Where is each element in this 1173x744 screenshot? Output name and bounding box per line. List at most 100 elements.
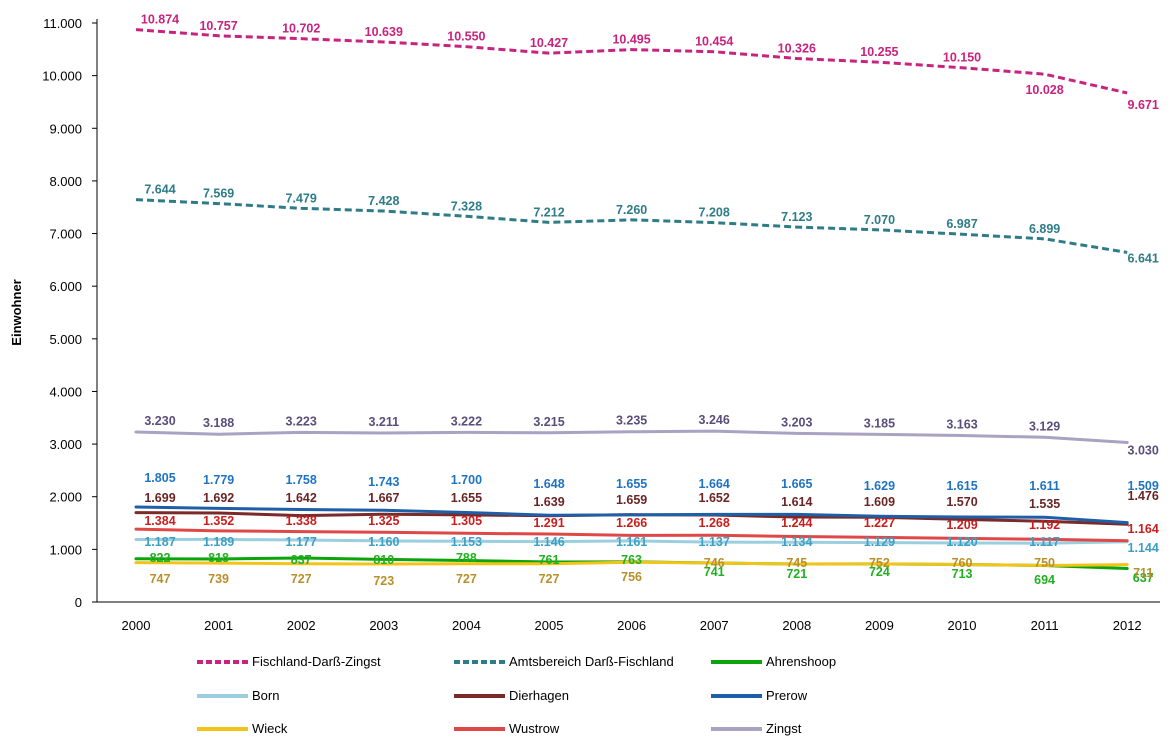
data-label: 822 [150, 551, 171, 565]
data-label: 1.244 [781, 516, 812, 530]
data-label: 3.246 [699, 413, 730, 427]
data-label: 3.163 [946, 418, 977, 432]
data-label: 1.209 [946, 518, 977, 532]
data-label: 727 [539, 572, 560, 586]
data-label: 7.428 [368, 194, 399, 208]
data-label: 1.177 [286, 535, 317, 549]
data-label: 3.223 [286, 414, 317, 428]
data-label: 788 [456, 551, 477, 565]
data-label: 10.639 [365, 25, 403, 39]
legend-item: Amtsbereich Darß-Fischland [454, 654, 674, 669]
legend-item: Zingst [711, 721, 802, 736]
x-tick-label: 2011 [1031, 618, 1059, 633]
data-label: 756 [621, 570, 642, 584]
legend-label: Ahrenshoop [766, 654, 836, 669]
data-label: 1.153 [451, 535, 482, 549]
data-label: 1.648 [533, 477, 564, 491]
data-label: 1.227 [864, 516, 895, 530]
data-label: 1.189 [203, 535, 234, 549]
legend-label: Wustrow [509, 721, 560, 736]
data-label: 1.120 [946, 535, 977, 549]
y-tick-label: 0 [75, 595, 82, 610]
series-line [134, 537, 1129, 545]
series-line [134, 429, 1129, 445]
data-label: 1.743 [368, 475, 399, 489]
legend-label: Born [252, 688, 279, 703]
data-label: 10.495 [612, 33, 650, 47]
data-label: 747 [150, 572, 171, 586]
data-label: 1.609 [864, 495, 895, 509]
data-label: 6.641 [1128, 251, 1159, 265]
data-label: 1.629 [864, 479, 895, 493]
data-label: 10.757 [199, 19, 237, 33]
data-label: 1.160 [368, 535, 399, 549]
x-axis: 2000 2001 2002 2003 2004 2005 2006 2007 2008 2009… [97, 601, 1160, 633]
x-tick-label: 2009 [865, 618, 894, 633]
y-tick-label: 7.000 [49, 227, 82, 242]
x-tick-label: 2006 [617, 618, 646, 633]
data-label: 1.665 [781, 477, 812, 491]
data-label: 7.260 [616, 203, 647, 217]
data-label: 3.235 [616, 414, 647, 428]
data-label: 1.664 [699, 477, 730, 491]
data-label: 727 [291, 572, 312, 586]
data-label: 1.476 [1128, 489, 1159, 503]
data-label: 1.615 [946, 479, 977, 493]
data-label: 10.255 [860, 45, 898, 59]
data-label: 760 [952, 556, 973, 570]
x-tick-label: 2004 [452, 618, 481, 633]
data-label: 724 [869, 565, 890, 579]
data-label: 1.570 [946, 495, 977, 509]
data-label: 1.667 [368, 491, 399, 505]
data-label: 1.352 [203, 514, 234, 528]
data-label: 3.222 [451, 414, 482, 428]
data-label: 1.384 [144, 514, 175, 528]
data-label: 1.805 [144, 471, 175, 485]
legend-label: Wieck [252, 721, 288, 736]
data-label: 1.535 [1029, 497, 1060, 511]
data-label: 694 [1034, 573, 1055, 587]
data-label: 1.305 [451, 514, 482, 528]
data-label: 1.325 [368, 514, 399, 528]
legend-item: Wieck [197, 721, 288, 736]
data-label: 1.266 [616, 516, 647, 530]
data-label: 763 [621, 553, 642, 567]
series-line [135, 198, 1128, 254]
data-label: 1.614 [781, 495, 812, 509]
data-label: 750 [1034, 556, 1055, 570]
data-label: 7.644 [144, 183, 175, 197]
legend: Fischland-Darß-Zingst Amtsbereich Darß-Fi… [197, 654, 836, 736]
data-label: 1.268 [699, 516, 730, 530]
x-tick-label: 2008 [782, 618, 811, 633]
data-label: 837 [291, 553, 312, 567]
y-tick-label: 4.000 [49, 384, 82, 399]
data-label: 746 [704, 556, 725, 570]
data-label: 1.692 [203, 491, 234, 505]
data-label: 721 [786, 567, 807, 581]
data-label: 1.144 [1128, 541, 1159, 555]
legend-label: Amtsbereich Darß-Fischland [509, 654, 674, 669]
legend-label: Dierhagen [509, 688, 569, 703]
data-label: 1.117 [1029, 535, 1060, 549]
legend-item: Fischland-Darß-Zingst [197, 654, 381, 669]
data-label: 7.328 [451, 199, 482, 213]
data-label: 1.655 [616, 477, 647, 491]
data-label: 1.652 [699, 491, 730, 505]
x-tick-label: 2000 [122, 618, 151, 633]
legend-item: Prerow [711, 688, 808, 703]
legend-item: Dierhagen [454, 688, 569, 703]
data-label: 1.137 [699, 535, 730, 549]
data-label: 3.185 [864, 416, 895, 430]
data-label: 1.161 [616, 535, 647, 549]
data-label: 7.479 [286, 191, 317, 205]
data-label: 9.671 [1128, 98, 1159, 112]
data-label: 10.454 [695, 35, 733, 49]
data-label: 1.134 [781, 535, 812, 549]
legend-item: Ahrenshoop [711, 654, 836, 669]
data-label: 727 [456, 572, 477, 586]
legend-item: Born [197, 688, 279, 703]
x-tick-label: 2003 [369, 618, 398, 633]
legend-item: Wustrow [454, 721, 560, 736]
legend-label: Zingst [766, 721, 802, 736]
